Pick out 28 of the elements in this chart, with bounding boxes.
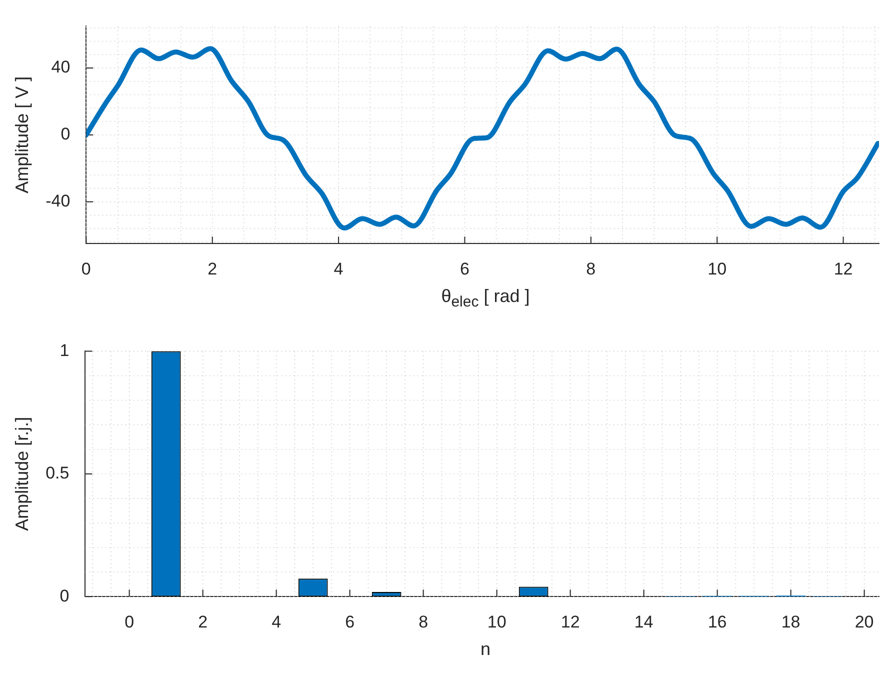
x-tick-label: 0	[124, 612, 134, 632]
x-tick-label: 12	[560, 612, 580, 632]
y-tick-label: 0	[60, 586, 70, 606]
x-tick-label: 10	[708, 259, 727, 278]
x-tick-label: 2	[198, 612, 208, 632]
x-tick-label: 20	[854, 612, 874, 632]
y-tick-label: 1	[60, 340, 70, 360]
x-tick-label: 10	[487, 612, 506, 632]
x-tick-label: 4	[334, 259, 344, 278]
x-tick-label: 4	[272, 612, 282, 632]
x-tick-label: 18	[781, 612, 800, 632]
y-tick-label: 40	[51, 58, 70, 77]
x-tick-label: 14	[634, 612, 654, 632]
x-axis-title: θ$_{elec}$ [ rad ]	[440, 286, 531, 311]
y-axis-title: Amplitude [r.j.]	[12, 416, 32, 531]
y-axis-title: Amplitude [ V ]	[12, 76, 32, 194]
y-tick-label: 0	[60, 124, 70, 144]
x-tick-label: 8	[418, 612, 428, 632]
x-tick-label: 0	[81, 259, 91, 278]
x-tick-label: 16	[708, 612, 727, 632]
x-tick-label: 6	[345, 612, 355, 632]
y-tick-label: -40	[46, 191, 70, 210]
x-tick-label: 12	[834, 259, 853, 278]
x-tick-label: 2	[208, 259, 218, 278]
x-tick-label: 6	[460, 259, 470, 278]
y-tick-label: 0.5	[46, 464, 70, 483]
x-tick-label: 8	[586, 259, 596, 278]
x-axis-title: n	[479, 639, 492, 660]
